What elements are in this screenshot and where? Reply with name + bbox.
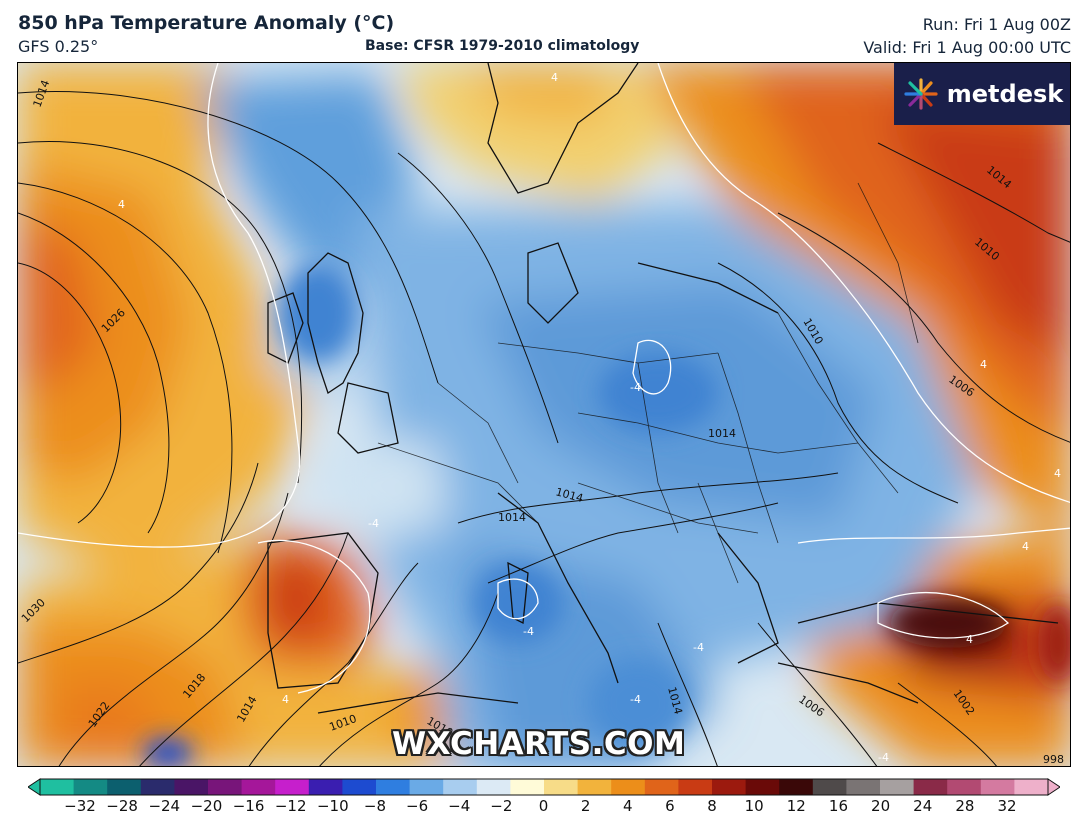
colorbar-swatch (779, 779, 814, 795)
colorbar-max-arrow (1047, 778, 1061, 796)
colorbar-scale (27, 778, 1061, 796)
colorbar-swatch (409, 779, 444, 795)
run-time-label: Run: Fri 1 Aug 00Z (922, 15, 1071, 34)
colorbar-tick-label: 28 (955, 797, 975, 815)
colorbar-swatch (208, 779, 243, 795)
colorbar-swatch (577, 779, 612, 795)
colorbar-swatch (275, 779, 310, 795)
colorbar-swatch (980, 779, 1015, 795)
isobar-label: 998 (1043, 753, 1064, 766)
anomaly-label: 4 (1022, 540, 1029, 553)
anomaly-label: 4 (551, 71, 558, 84)
anomaly-label: 4 (966, 633, 973, 646)
colorbar-tick-label: 16 (828, 797, 848, 815)
isobar-label: 1014 (498, 511, 526, 524)
colorbar-tick-label: 32 (997, 797, 1017, 815)
model-label: GFS 0.25° (18, 37, 99, 56)
colorbar-swatch (376, 779, 411, 795)
colorbar-tick-label: 6 (665, 797, 675, 815)
country-borders (377, 182, 919, 584)
colorbar-tick-labels: −32 −28 −24 −20 −16 −12 −10 −8 −6 −4 −2 0 2 4 6 8 10 12 16… (0, 797, 1088, 817)
colorbar-swatch (1014, 779, 1049, 795)
anomaly-label: 4 (118, 198, 125, 211)
colorbar-swatch (712, 779, 747, 795)
colorbar-swatch (443, 779, 478, 795)
anomaly-label: -4 (630, 381, 641, 394)
colorbar-tick-label: −8 (363, 797, 387, 815)
colorbar-tick-label: −4 (448, 797, 471, 815)
colorbar-min-arrow (27, 778, 41, 796)
colorbar-tick-label: 10 (744, 797, 764, 815)
anomaly-label: 4 (282, 693, 289, 706)
colorbar-swatch (678, 779, 713, 795)
colorbar-swatch (40, 779, 75, 795)
colorbar-swatch (544, 779, 579, 795)
anomaly-contours (18, 63, 1070, 694)
colorbar (27, 776, 1061, 798)
anomaly-label: -4 (878, 751, 889, 764)
colorbar-swatch (846, 779, 881, 795)
colorbar-swatch (140, 779, 175, 795)
colorbar-frame (39, 778, 1049, 796)
colorbar-tick-label: −12 (274, 797, 307, 815)
colorbar-tick-label: 4 (622, 797, 633, 815)
anomaly-map: 1014 1026 1030 1022 1018 1014 1010 1010 … (17, 62, 1071, 767)
colorbar-swatch (73, 779, 108, 795)
logo-wordmark: metdesk (946, 80, 1064, 108)
colorbar-swatch (107, 779, 142, 795)
colorbar-swatch (880, 779, 915, 795)
colorbar-tick-label: 20 (871, 797, 891, 815)
colorbar-swatch (308, 779, 343, 795)
flower-burst-icon (904, 78, 938, 110)
colorbar-swatch (476, 779, 511, 795)
colorbar-tick-label: 0 (538, 797, 549, 815)
anomaly-label: 4 (1054, 467, 1061, 480)
colorbar-swatch (745, 779, 780, 795)
colorbar-tick-label: −6 (406, 797, 429, 815)
anomaly-label: -4 (693, 641, 704, 654)
colorbar-tick-label: −2 (490, 797, 513, 815)
colorbar-tick-label: −32 (64, 797, 96, 815)
colorbar-swatch (510, 779, 545, 795)
anomaly-label: -4 (523, 625, 534, 638)
chart-title: 850 hPa Temperature Anomaly (°C) (18, 12, 395, 34)
colorbar-swatch (644, 779, 679, 795)
climatology-base-label: Base: CFSR 1979-2010 climatology (365, 38, 640, 54)
coastlines (267, 63, 1059, 714)
colorbar-tick-label: 2 (580, 797, 591, 815)
colorbar-swatch (947, 779, 982, 795)
anomaly-label: 4 (980, 358, 987, 371)
colorbar-tick-label: 8 (707, 797, 717, 815)
isobars (18, 90, 1070, 766)
metdesk-logo: metdesk (894, 63, 1070, 125)
colorbar-swatch (611, 779, 646, 795)
watermark: WXCHARTS.COM (392, 726, 686, 762)
isobar-label: 1014 (708, 427, 736, 440)
valid-time-label: Valid: Fri 1 Aug 00:00 UTC (863, 38, 1071, 57)
colorbar-swatch (241, 779, 276, 795)
anomaly-label: -4 (368, 517, 379, 530)
colorbar-tick-label: 12 (786, 797, 806, 815)
colorbar-swatch (174, 779, 209, 795)
anomaly-label: -4 (630, 693, 641, 706)
colorbar-tick-label: −16 (232, 797, 265, 815)
colorbar-tick-label: 24 (913, 797, 933, 815)
colorbar-tick-label: −24 (148, 797, 181, 815)
colorbar-tick-label: −10 (316, 797, 349, 815)
map-canvas: 1014 1026 1030 1022 1018 1014 1010 1010 … (18, 63, 1070, 766)
colorbar-swatch (342, 779, 377, 795)
colorbar-swatch (812, 779, 847, 795)
colorbar-swatch (913, 779, 948, 795)
colorbar-tick-label: −28 (106, 797, 138, 815)
colorbar-tick-label: −20 (190, 797, 223, 815)
